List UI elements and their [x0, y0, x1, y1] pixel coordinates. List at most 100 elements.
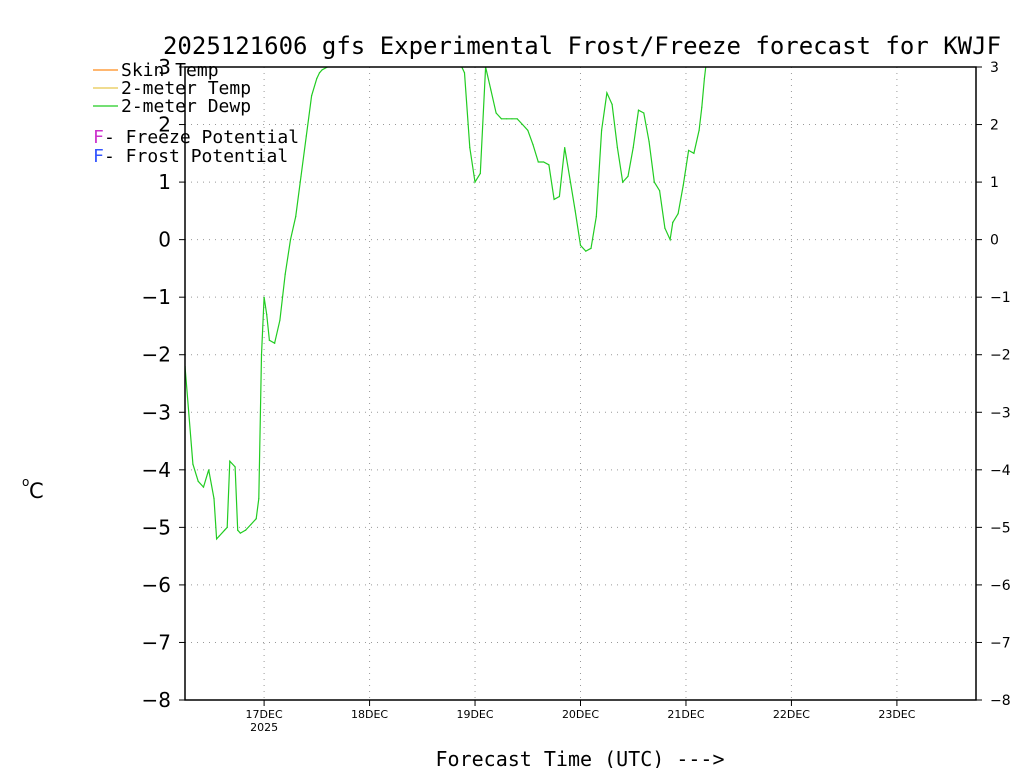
data-point	[329, 64, 330, 65]
data-point	[542, 161, 545, 163]
data-point	[611, 103, 613, 106]
y-tick-label-left: −5	[142, 515, 171, 539]
data-point	[255, 518, 257, 520]
data-point	[495, 112, 497, 114]
data-point	[672, 221, 674, 223]
data-point	[558, 195, 561, 198]
data-point	[213, 497, 215, 500]
data-point	[310, 95, 313, 97]
data-point	[239, 532, 241, 534]
data-point	[664, 227, 666, 229]
data-point	[703, 77, 706, 80]
data-point	[245, 529, 247, 531]
data-point	[479, 172, 481, 175]
y-tick-label-left: −8	[142, 688, 171, 712]
data-point	[260, 354, 263, 356]
data-point	[318, 72, 321, 74]
data-point	[585, 250, 587, 252]
data-point	[500, 118, 502, 120]
data-point	[268, 339, 270, 341]
data-point	[564, 146, 566, 149]
data-point	[553, 198, 555, 200]
y-axis-title: o C	[22, 475, 44, 503]
data-point	[208, 469, 210, 471]
data-point	[463, 72, 466, 74]
y-tick-label-left: 2	[158, 113, 171, 137]
y-tick-label-left: −6	[142, 573, 171, 597]
y-tick-label-right: 0	[990, 233, 999, 249]
y-tick-label-left: −4	[142, 458, 171, 482]
legend-entry-label: Skin Temp	[121, 60, 219, 81]
data-point	[627, 175, 629, 177]
data-point	[300, 175, 302, 177]
potential-legend-label: - Frost Potential	[104, 146, 288, 167]
y-tick-label-right: −8	[990, 693, 1011, 709]
plot-grid	[185, 67, 976, 700]
data-point	[192, 463, 194, 465]
x-axis-label: Forecast Time (UTC) --->	[436, 747, 725, 768]
data-point	[521, 123, 524, 126]
potential-letter: F	[93, 127, 104, 148]
x-tick-year-label: 2025	[250, 721, 278, 734]
data-point	[698, 129, 700, 131]
data-point	[237, 529, 239, 531]
data-point	[648, 141, 650, 143]
data-point	[606, 92, 608, 94]
y-tick-label-left: −1	[142, 285, 171, 309]
data-point	[569, 178, 571, 180]
data-point	[632, 146, 634, 149]
data-point	[669, 239, 671, 241]
data-point	[474, 181, 476, 183]
x-tick-label: 20DEC	[562, 708, 599, 721]
potential-letter: F	[93, 146, 104, 167]
y-tick-label-right: 1	[990, 175, 999, 191]
x-tick-label: 21DEC	[667, 708, 704, 721]
potential-legend-label: - Freeze Potential	[104, 127, 299, 148]
x-tick-label: 18DEC	[351, 708, 388, 721]
x-tick-label: 17DEC	[246, 708, 283, 721]
y-tick-label-right: 2	[990, 118, 999, 134]
data-point	[218, 535, 220, 537]
y-tick-label-left: 1	[158, 170, 171, 194]
y-axis-label: C	[29, 479, 44, 503]
data-point	[637, 109, 640, 111]
data-point	[234, 466, 236, 468]
data-point	[548, 164, 550, 166]
series-line-dewpoint	[672, 67, 707, 223]
data-point	[258, 497, 260, 500]
data-point	[197, 480, 199, 482]
data-point	[216, 538, 218, 540]
data-point	[574, 210, 576, 212]
data-point	[316, 77, 318, 80]
data-point	[516, 118, 518, 120]
data-point	[305, 135, 307, 137]
data-point	[688, 149, 690, 152]
degree-symbol: o	[22, 475, 29, 489]
data-point	[643, 112, 645, 114]
data-point	[289, 239, 292, 241]
data-point	[600, 129, 603, 131]
data-point	[226, 526, 228, 528]
data-point	[616, 146, 619, 149]
data-point	[693, 152, 695, 154]
data-point	[202, 486, 205, 488]
x-tick-label: 23DEC	[878, 708, 915, 721]
data-point	[263, 296, 265, 298]
data-point	[506, 118, 508, 120]
data-point	[677, 213, 679, 215]
data-point	[622, 181, 624, 183]
data-point	[229, 460, 231, 462]
legend-entry-label: 2-meter Dewp	[121, 96, 251, 117]
series-layer	[185, 64, 707, 541]
data-point	[279, 319, 281, 321]
y-tick-label-left: 0	[158, 228, 171, 252]
data-point	[266, 313, 268, 316]
data-point	[579, 244, 582, 246]
y-axis-ticks: −8 −8 −7 −7 −6 −6 −5 −5 −4 −4 −3 −3 −2 −2 −1 −1 0 0 1 1 2 2 3 3	[142, 55, 1011, 712]
x-tick-label: 22DEC	[773, 708, 810, 721]
data-point	[653, 181, 655, 183]
legend-entry-label: 2-meter Temp	[121, 78, 251, 99]
